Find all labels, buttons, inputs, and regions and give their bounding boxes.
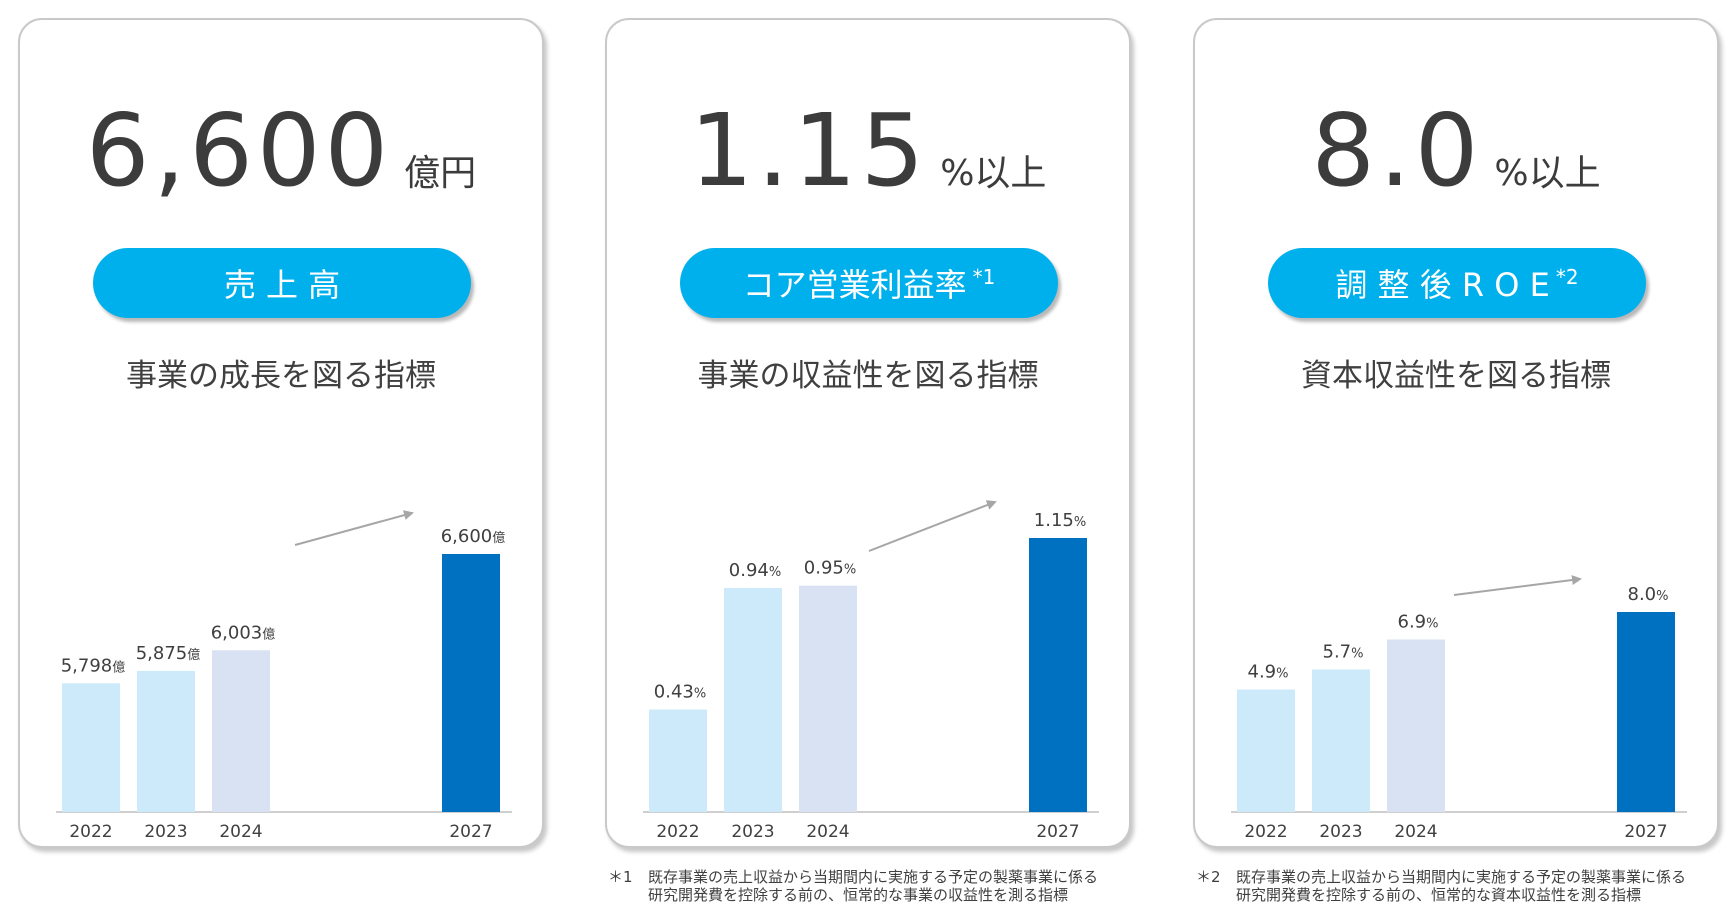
tick-label-2024: 2024 [806, 822, 849, 842]
headline-unit: %以上 [940, 153, 1047, 194]
headline: 6,600 億円 [20, 92, 542, 209]
footnote-mark: ＊2 [1196, 868, 1221, 886]
bar-2027 [1617, 612, 1675, 812]
bar-2022 [649, 709, 707, 812]
data-label-2022: 4.9% [1248, 662, 1289, 683]
trend-arrow [1453, 575, 1582, 596]
headline-value: 8.0 [1311, 92, 1483, 209]
tick-label-2024: 2024 [1394, 822, 1437, 842]
card-subtitle: 事業の収益性を図る指標 [697, 358, 1039, 394]
pill-footnote-mark: *2 [1555, 265, 1579, 289]
footnote-2: ＊2 既存事業の売上収益から当期間内に実施する予定の製薬事業に係る 研究開発費を控… [1196, 868, 1686, 904]
footnote-line-2: 研究開発費を控除する前の、恒常的な資本収益性を測る指標 [1236, 886, 1642, 904]
data-label-2023: 0.94% [729, 560, 781, 581]
headline-value: 6,600 [85, 92, 393, 209]
bar-2022 [1237, 689, 1295, 812]
data-label-2022: 5,798億 [61, 655, 126, 676]
metric-pill: コア営業利益率 *1 [680, 248, 1058, 318]
headline-unit: %以上 [1494, 153, 1601, 194]
trend-arrow [294, 510, 414, 546]
bar-2022 [62, 683, 120, 812]
bar-chart-core-margin: 0.43% 2022 0.94% 2023 0.95% 2024 1.15% 2027 [643, 500, 1099, 842]
bar-chart-adjusted-roe: 4.9% 2022 5.7% 2023 6.9% 2024 8.0% 2027 [1231, 575, 1687, 842]
trend-arrow [868, 500, 997, 552]
metric-pill: 調 整 後 R O E *2 [1268, 248, 1646, 318]
bar-2027 [442, 554, 500, 812]
data-label-2022: 0.43% [654, 682, 706, 703]
card-subtitle: 資本収益性を図る指標 [1301, 358, 1611, 394]
data-label-2023: 5.7% [1323, 642, 1364, 663]
data-label-2024: 6.9% [1398, 612, 1439, 633]
tick-label-2023: 2023 [731, 822, 774, 842]
tick-label-2023: 2023 [1319, 822, 1362, 842]
footnote-line-1: 既存事業の売上収益から当期間内に実施する予定の製薬事業に係る [1236, 868, 1687, 886]
footnote-1: ＊1 既存事業の売上収益から当期間内に実施する予定の製薬事業に係る 研究開発費を控… [608, 868, 1098, 904]
footnote-mark: ＊1 [608, 868, 633, 886]
kpi-card-core-margin: 1.15 %以上 コア営業利益率 *1 事業の収益性を図る指標 0.43% 2022 0… [605, 18, 1131, 848]
data-label-2027: 6,600億 [441, 526, 506, 547]
pill-label: 調 整 後 R O E [1335, 266, 1550, 304]
metric-pill: 売 上 高 [93, 248, 471, 318]
bar-2023 [137, 670, 195, 812]
bar-chart-sales: 5,798億 2022 5,875億 2023 6,003億 2024 6,600億 2027 [56, 510, 512, 842]
tick-label-2027: 2027 [449, 822, 492, 842]
tick-label-2022: 2022 [69, 822, 112, 842]
data-label-2024: 6,003億 [211, 622, 276, 643]
footnote-line-2: 研究開発費を控除する前の、恒常的な事業の収益性を測る指標 [648, 886, 1069, 904]
headline: 1.15 %以上 [607, 92, 1129, 209]
tick-label-2027: 2027 [1624, 822, 1667, 842]
tick-label-2027: 2027 [1036, 822, 1079, 842]
bar-2024 [212, 650, 270, 812]
data-label-2027: 8.0% [1628, 584, 1669, 605]
headline: 8.0 %以上 [1195, 92, 1717, 209]
footnote-line-1: 既存事業の売上収益から当期間内に実施する予定の製薬事業に係る [648, 868, 1099, 886]
bar-2024 [1387, 639, 1445, 812]
tick-label-2024: 2024 [219, 822, 262, 842]
tick-label-2023: 2023 [144, 822, 187, 842]
headline-value: 1.15 [689, 92, 929, 209]
headline-unit: 億円 [404, 153, 477, 194]
bar-2023 [1312, 669, 1370, 812]
bar-2027 [1029, 538, 1087, 812]
data-label-2024: 0.95% [804, 558, 856, 579]
data-label-2023: 5,875億 [136, 643, 201, 664]
card-subtitle: 事業の成長を図る指標 [126, 358, 436, 394]
data-label-2027: 1.15% [1034, 510, 1086, 531]
tick-label-2022: 2022 [1244, 822, 1287, 842]
kpi-card-adjusted-roe: 8.0 %以上 調 整 後 R O E *2 資本収益性を図る指標 4.9% 2022… [1193, 18, 1719, 848]
bar-2023 [724, 588, 782, 812]
pill-label: コア営業利益率 [742, 266, 967, 304]
pill-footnote-mark: *1 [972, 265, 996, 289]
kpi-card-sales: 6,600 億円 売 上 高 事業の成長を図る指標 5,798億 2022 5,875… [18, 18, 544, 848]
pill-label: 売 上 高 [223, 266, 341, 304]
bar-2024 [799, 585, 857, 812]
tick-label-2022: 2022 [656, 822, 699, 842]
